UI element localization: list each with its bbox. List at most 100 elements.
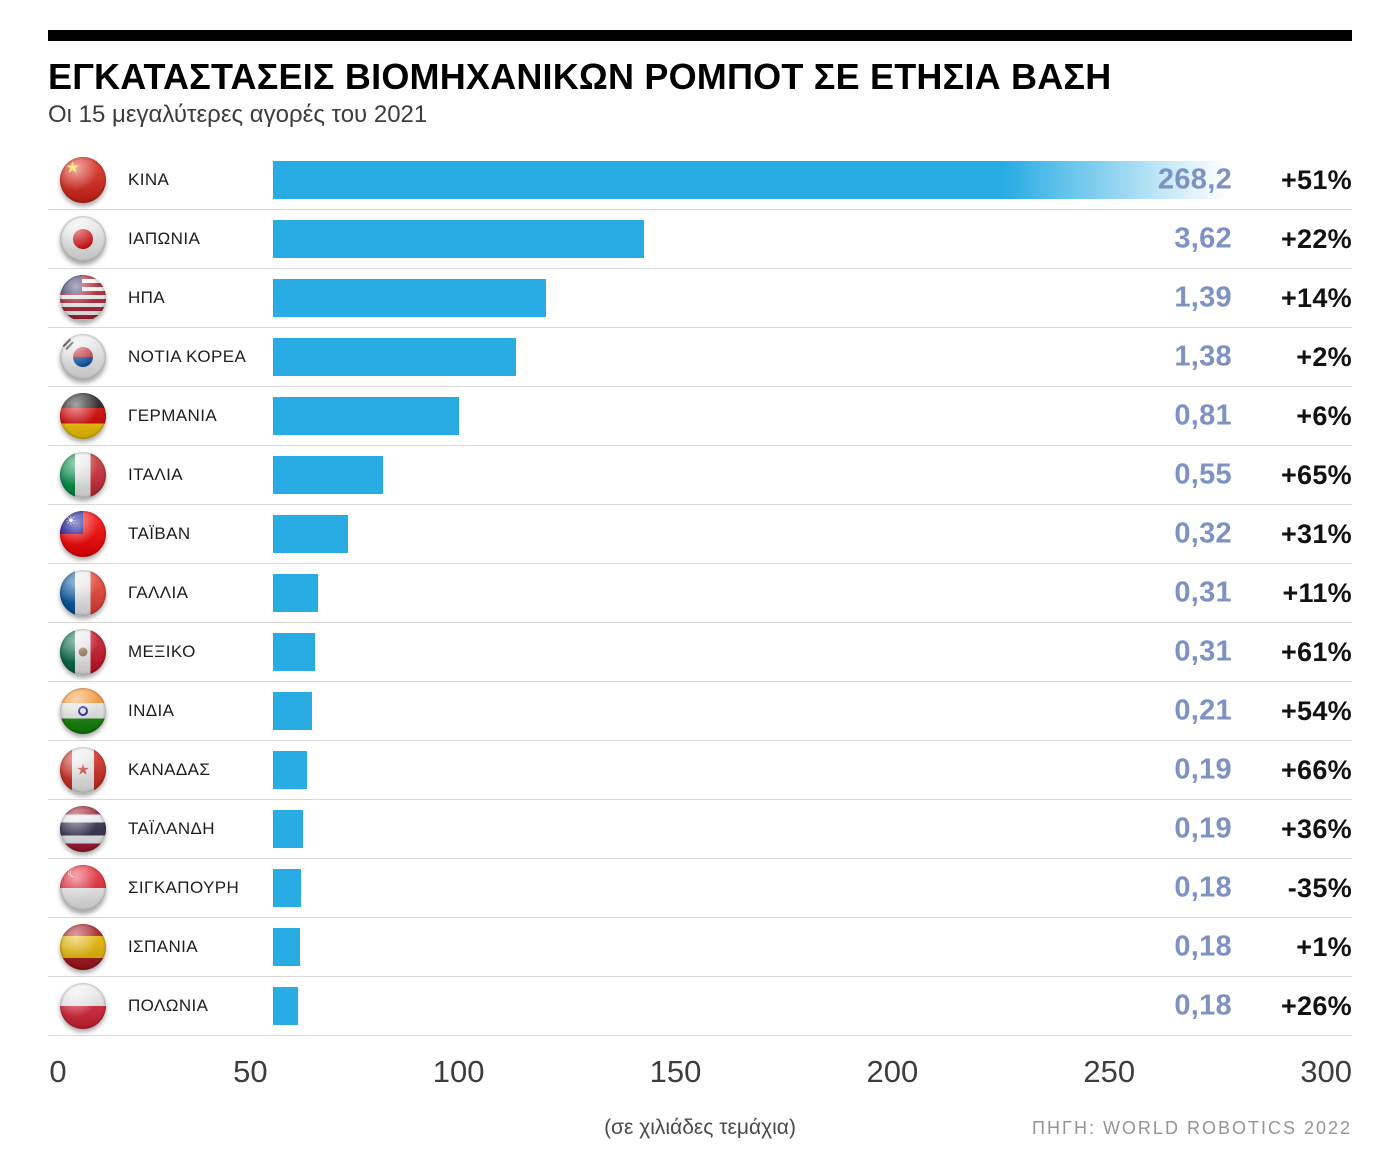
change-label: +31% (1280, 518, 1352, 549)
flag-gloss-overlay (60, 275, 106, 322)
change-label: +1% (1296, 931, 1352, 962)
bar-area: 1,38 (273, 328, 1236, 386)
chart-rows: ΚΙΝΑ 268,2 +51% ΙΑΠΩΝΙΑ 3,62 +22% ΗΠΑ 1,… (48, 151, 1352, 1037)
flag-gloss-overlay (60, 216, 106, 263)
country-label: ΓΕΡΜΑΝΙΑ (128, 406, 218, 426)
flag-taiwan-icon (60, 511, 106, 558)
top-rule (48, 30, 1352, 41)
chart-row: ΜΕΞΙΚΟ 0,31 +61% (48, 623, 1352, 683)
axis-unit-label: (σε χιλιάδες τεμάχια) (604, 1116, 796, 1140)
country-label: ΜΕΞΙΚΟ (128, 642, 196, 662)
flag-singapore-icon (60, 865, 106, 912)
country-label: ΣΙΓΚΑΠΟΥΡΗ (128, 878, 240, 898)
value-bar (273, 751, 307, 790)
country-label: ΙΤΑΛΙΑ (128, 465, 184, 485)
chart-subtitle: Οι 15 μεγαλύτερες αγορές του 2021 (48, 101, 428, 129)
flag-gloss-overlay (60, 924, 106, 971)
value-label: 0,21 (1174, 694, 1232, 727)
change-label: +2% (1296, 341, 1352, 372)
x-tick: 0 (49, 1054, 67, 1090)
change-label: -35% (1287, 872, 1352, 903)
bar-area: 0,21 (273, 682, 1236, 740)
bar-area: 0,31 (273, 564, 1236, 622)
flag-gloss-overlay (60, 570, 106, 617)
value-label: 0,18 (1174, 871, 1232, 904)
flag-thailand-icon (60, 806, 106, 853)
country-label: ΗΠΑ (128, 288, 166, 308)
chart-row: ΠΟΛΩΝΙΑ 0,18 +26% (48, 977, 1352, 1037)
value-bar (273, 574, 319, 613)
value-bar (273, 692, 312, 731)
value-bar (273, 338, 516, 377)
flag-japan-icon (60, 216, 106, 263)
bar-area: 3,62 (273, 210, 1236, 268)
bar-area: 0,18 (273, 918, 1236, 976)
country-label: ΙΣΠΑΝΙΑ (128, 937, 198, 957)
value-bar (273, 987, 299, 1026)
country-label: ΠΟΛΩΝΙΑ (128, 996, 209, 1016)
flag-gloss-overlay (60, 334, 106, 381)
value-bar (273, 515, 349, 554)
country-label: ΝΟΤΙΑ ΚΟΡΕΑ (128, 347, 247, 367)
flag-spain-icon (60, 924, 106, 971)
change-label: +6% (1296, 400, 1352, 431)
flag-gloss-overlay (60, 629, 106, 676)
bar-area: 0,18 (273, 977, 1236, 1035)
country-label: ΤΑΪΒΑΝ (128, 524, 191, 544)
flag-usa-icon (60, 275, 106, 322)
bar-area: 0,19 (273, 800, 1236, 858)
value-bar (273, 279, 546, 318)
source-label: ΠΗΓΗ: WORLD ROBOTICS 2022 (1032, 1118, 1352, 1139)
flag-germany-icon (60, 393, 106, 440)
value-label: 0,81 (1174, 399, 1232, 432)
chart-row: ΓΑΛΛΙΑ 0,31 +11% (48, 564, 1352, 624)
value-bar (273, 456, 383, 495)
value-label: 0,18 (1174, 930, 1232, 963)
flag-gloss-overlay (60, 688, 106, 735)
flag-mexico-icon (60, 629, 106, 676)
change-label: +54% (1280, 695, 1352, 726)
country-label: ΤΑΪΛΑΝΔΗ (128, 819, 215, 839)
value-label: 0,31 (1174, 635, 1232, 668)
bar-area: 0,55 (273, 446, 1236, 504)
value-label: 0,55 (1174, 458, 1232, 491)
country-label: ΙΝΔΙΑ (128, 701, 175, 721)
value-label: 0,19 (1174, 753, 1232, 786)
chart-row: ΤΑΪΒΑΝ 0,32 +31% (48, 505, 1352, 565)
change-label: +51% (1280, 164, 1352, 195)
value-label: 1,39 (1174, 281, 1232, 314)
value-label: 0,18 (1174, 989, 1232, 1022)
flag-gloss-overlay (60, 806, 106, 853)
value-label: 0,32 (1174, 517, 1232, 550)
flag-gloss-overlay (60, 747, 106, 794)
country-label: ΓΑΛΛΙΑ (128, 583, 189, 603)
change-label: +66% (1280, 754, 1352, 785)
flag-gloss-overlay (60, 511, 106, 558)
value-label: 268,2 (1157, 163, 1232, 196)
bar-area: 268,2 (273, 151, 1236, 209)
x-tick: 300 (1300, 1054, 1352, 1090)
value-label: 0,19 (1174, 812, 1232, 845)
chart-row: ΝΟΤΙΑ ΚΟΡΕΑ 1,38 +2% (48, 328, 1352, 388)
flag-poland-icon (60, 983, 106, 1030)
value-bar (273, 633, 316, 672)
chart-row: ΤΑΪΛΑΝΔΗ 0,19 +36% (48, 800, 1352, 860)
flag-india-icon (60, 688, 106, 735)
country-label: ΚΑΝΑΔΑΣ (128, 760, 211, 780)
chart-row: ΣΙΓΚΑΠΟΥΡΗ 0,18 -35% (48, 859, 1352, 919)
bar-area: 1,39 (273, 269, 1236, 327)
chart-row: ΙΣΠΑΝΙΑ 0,18 +1% (48, 918, 1352, 978)
change-label: +26% (1280, 990, 1352, 1021)
value-bar (273, 869, 301, 908)
value-bar (273, 928, 300, 967)
value-bar (273, 220, 644, 259)
value-label: 3,62 (1174, 222, 1232, 255)
chart-row: ΙΑΠΩΝΙΑ 3,62 +22% (48, 210, 1352, 270)
x-tick: 250 (1083, 1054, 1136, 1090)
bar-area: 0,81 (273, 387, 1236, 445)
country-label: ΚΙΝΑ (128, 170, 170, 190)
change-label: +11% (1282, 577, 1352, 608)
flag-canada-icon (60, 747, 106, 794)
bar-area: 0,32 (273, 505, 1236, 563)
